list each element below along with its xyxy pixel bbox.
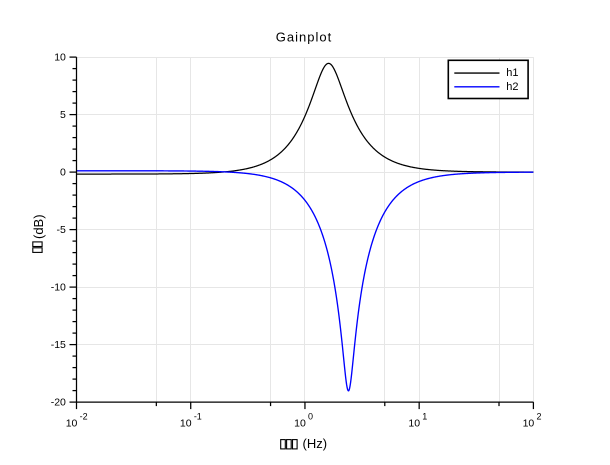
- svg-text:1: 1: [422, 412, 427, 422]
- svg-text:h1: h1: [506, 67, 518, 79]
- svg-text:2: 2: [537, 412, 542, 422]
- svg-text:10: 10: [54, 51, 66, 63]
- svg-text:-15: -15: [51, 339, 66, 351]
- svg-text:-20: -20: [51, 396, 66, 408]
- svg-text:-5: -5: [57, 224, 66, 236]
- svg-text:10: 10: [408, 418, 420, 430]
- svg-text:(Hz): (Hz): [303, 436, 328, 451]
- svg-text:-2: -2: [80, 412, 88, 422]
- svg-text:10: 10: [66, 418, 78, 430]
- svg-text:-10: -10: [51, 281, 66, 293]
- svg-text:0: 0: [308, 412, 313, 422]
- svg-text:-1: -1: [194, 412, 202, 422]
- svg-text:10: 10: [294, 418, 306, 430]
- svg-text:(dB): (dB): [31, 214, 46, 239]
- svg-text:Gainplot: Gainplot: [276, 30, 332, 45]
- svg-text:0: 0: [60, 166, 66, 178]
- svg-text:h2: h2: [506, 81, 518, 93]
- svg-text:5: 5: [60, 109, 66, 121]
- svg-text:10: 10: [523, 418, 535, 430]
- svg-text:10: 10: [180, 418, 192, 430]
